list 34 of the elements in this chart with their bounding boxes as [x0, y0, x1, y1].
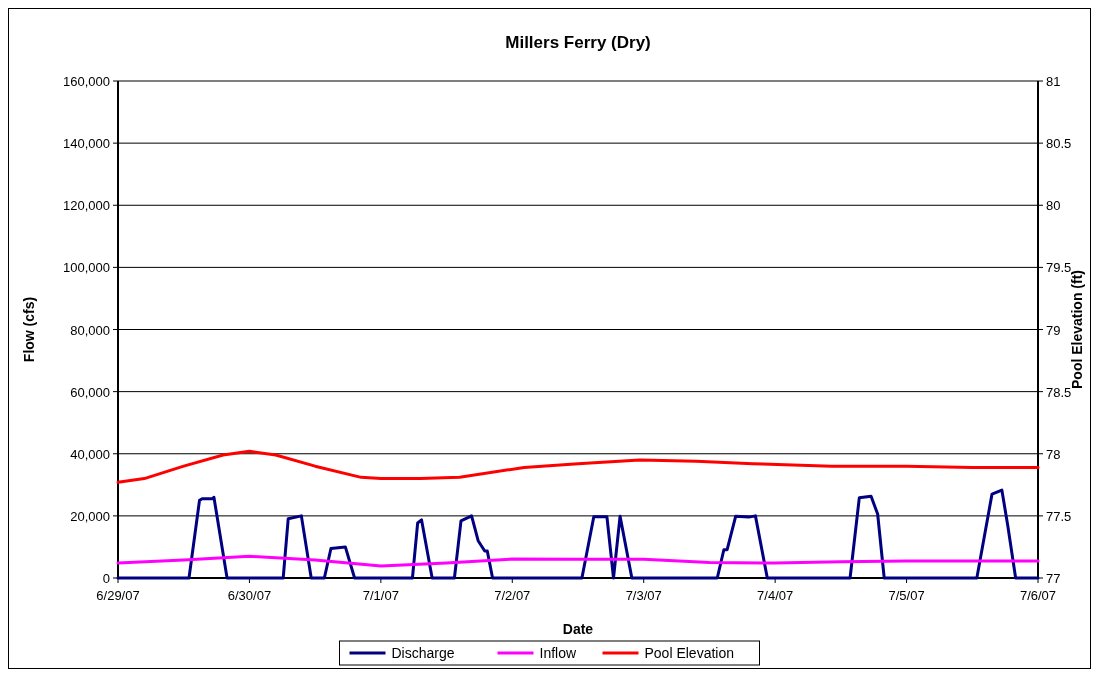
- x-tick-label: 7/3/07: [625, 588, 662, 603]
- y2-axis-title: Pool Elevation (ft): [1069, 270, 1085, 389]
- x-axis-title: Date: [562, 621, 594, 637]
- y-tick-label: 140,000: [63, 136, 110, 152]
- y-tick-label: 80,000: [70, 322, 110, 338]
- y2-tick-label: 77: [1046, 571, 1061, 586]
- legend-label: Pool Elevation: [644, 645, 735, 661]
- x-tick-label: 7/5/07: [888, 588, 925, 603]
- y-tick-label: 20,000: [70, 508, 110, 524]
- y2-tick-label: 78.5: [1046, 384, 1072, 400]
- x-tick-label: 6/29/07: [96, 588, 140, 603]
- y-tick-label: 0: [102, 571, 110, 586]
- y2-tick-label: 81: [1046, 74, 1061, 89]
- y2-tick-label: 78: [1046, 446, 1061, 462]
- x-tick-label: 7/2/07: [494, 588, 531, 603]
- y2-tick-label: 79: [1046, 322, 1061, 338]
- y-tick-label: 120,000: [63, 198, 110, 214]
- y-axis-title: Flow (cfs): [21, 296, 37, 363]
- y2-tick-label: 79.5: [1046, 260, 1072, 276]
- line-series: [116, 554, 1040, 568]
- y2-tick-label: 80: [1046, 198, 1061, 214]
- x-tick-label: 6/30/07: [227, 588, 272, 603]
- legend-label: Discharge: [391, 645, 455, 661]
- x-tick-label: 7/6/07: [1019, 588, 1057, 603]
- y-tick-label: 100,000: [63, 260, 110, 276]
- y2-tick-label: 80.5: [1046, 136, 1072, 152]
- y-tick-label: 40,000: [70, 446, 110, 462]
- y-tick-label: 60,000: [70, 384, 110, 400]
- x-tick-label: 7/4/07: [757, 588, 794, 603]
- x-tick-label: 7/1/07: [362, 588, 399, 603]
- chart-title: Millers Ferry (Dry): [505, 33, 651, 52]
- legend-label: Inflow: [539, 645, 577, 661]
- y-tick-label: 160,000: [63, 74, 110, 89]
- y2-tick-label: 77.5: [1046, 508, 1072, 524]
